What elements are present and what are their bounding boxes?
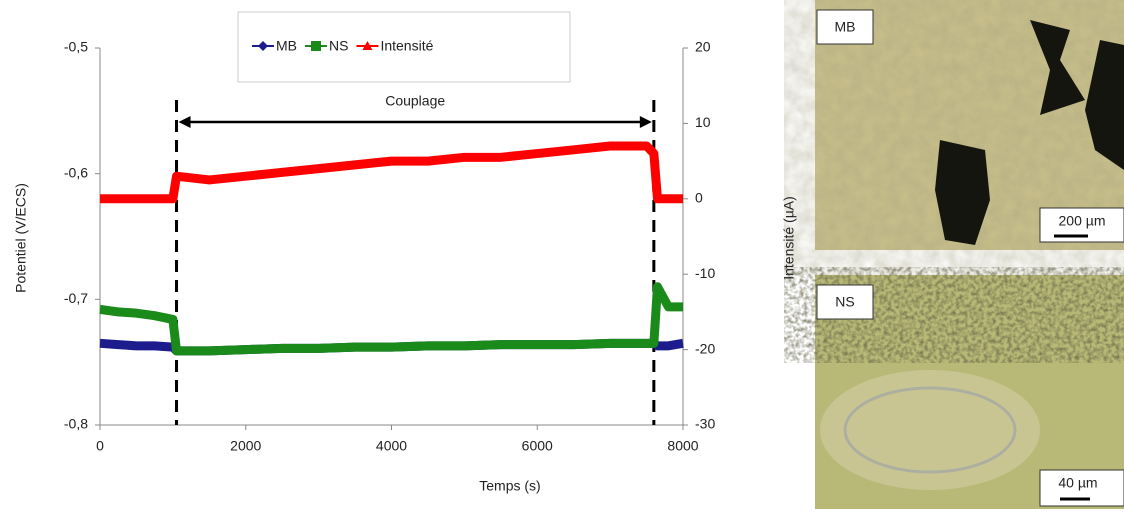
legend-marker xyxy=(362,41,373,50)
series-line xyxy=(99,282,683,356)
legend-label: NS xyxy=(329,38,348,54)
scale-bar-label: 200 µm xyxy=(1059,213,1106,229)
arrow-head xyxy=(178,116,191,128)
x-tick-label: 6000 xyxy=(522,438,553,454)
y-tick-label: -0,6 xyxy=(64,164,88,180)
x-tick-label: 0 xyxy=(96,438,104,454)
x-tick-label: 8000 xyxy=(667,438,698,454)
y-axis-title: Potentiel (V/ECS) xyxy=(13,183,29,293)
micrograph-mb: MB 200 µm xyxy=(815,0,1124,250)
y2-tick-label: -20 xyxy=(695,340,715,356)
y2-tick-label: 0 xyxy=(695,190,703,206)
micrograph-label: NS xyxy=(835,294,854,310)
x-axis-title: Temps (s) xyxy=(479,478,540,494)
y2-axis-title: Intensité (µA) xyxy=(781,196,797,280)
legend-label: MB xyxy=(276,38,297,54)
micrograph-ns: NS 40 µm xyxy=(815,275,1124,509)
y-tick-label: -0,7 xyxy=(64,290,88,306)
series-line xyxy=(100,141,683,204)
arrow-head xyxy=(639,116,652,128)
legend-label: Intensité xyxy=(380,38,433,54)
y-tick-label: -0,8 xyxy=(64,416,88,432)
y2-tick-label: -30 xyxy=(695,416,715,432)
y2-tick-label: -10 xyxy=(695,265,715,281)
y2-tick-label: 10 xyxy=(695,114,711,130)
legend-box xyxy=(237,11,571,83)
scale-bar-label: 40 µm xyxy=(1058,475,1097,491)
legend-marker xyxy=(311,41,321,51)
legend-marker xyxy=(258,41,268,51)
annotation-text: Couplage xyxy=(385,93,445,109)
x-tick-label: 4000 xyxy=(376,438,407,454)
y-tick-label: -0,5 xyxy=(64,39,88,55)
y2-tick-label: 20 xyxy=(695,39,711,55)
x-tick-label: 2000 xyxy=(230,438,261,454)
micrograph-label: MB xyxy=(835,19,856,35)
